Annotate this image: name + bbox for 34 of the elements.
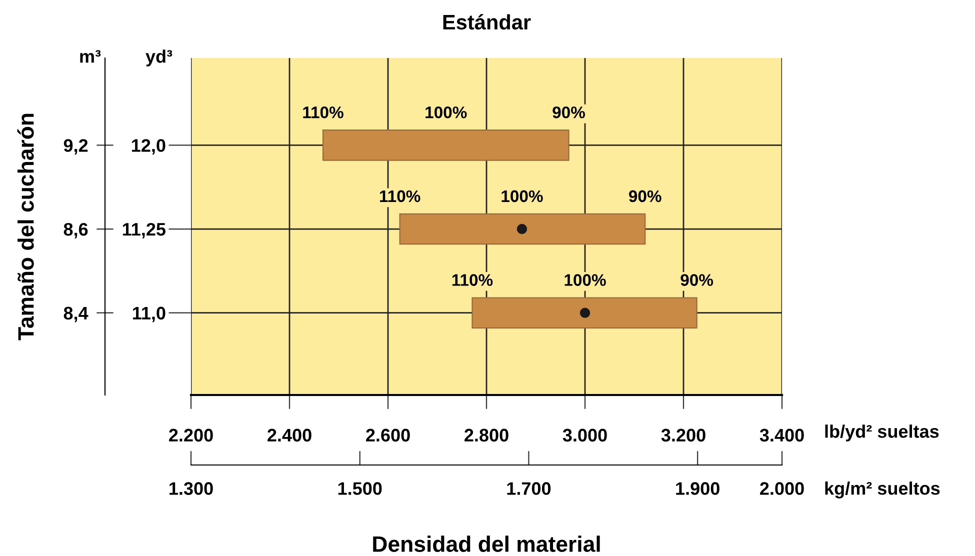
x-tick-label: 3.200 bbox=[661, 428, 706, 442]
chart-title: Estándar bbox=[443, 14, 531, 30]
annotation: 110% bbox=[303, 106, 344, 118]
text: m³ bbox=[80, 50, 101, 63]
x2-axis-title: kg/m² sueltos bbox=[825, 482, 940, 498]
y2-tick-label: 9,2 bbox=[64, 139, 88, 155]
annotation: 110% bbox=[380, 190, 420, 202]
x-tick-label: 2.200 bbox=[169, 428, 213, 442]
y-tick-label: 11,0 bbox=[132, 306, 166, 322]
y2-tick-label: 8,4 bbox=[64, 306, 88, 322]
x-tick-label: 2.600 bbox=[366, 428, 410, 442]
text: lb/yd² sueltas bbox=[825, 424, 939, 442]
x2-tick-label: 1.300 bbox=[170, 482, 213, 495]
annotation: 100% bbox=[426, 106, 467, 118]
x-axis-title: Densidad del material bbox=[373, 536, 600, 552]
x-tick-label: 3.400 bbox=[760, 428, 804, 442]
y-tick-label: 12,0 bbox=[132, 139, 166, 155]
text: yd³ bbox=[146, 50, 172, 66]
y-axis-title: Tamaño del cucharón bbox=[17, 114, 34, 340]
y2-tick-label: 8,6 bbox=[64, 222, 88, 238]
annotation: 100% bbox=[564, 274, 606, 286]
annotation: 110% bbox=[452, 274, 493, 286]
annotation: 100% bbox=[502, 190, 543, 202]
annotation: 90% bbox=[628, 190, 662, 202]
x2-tick-label: 1.500 bbox=[338, 482, 382, 495]
x2-tick-label: 1.900 bbox=[676, 482, 720, 495]
x-tick-label: 3.000 bbox=[562, 428, 607, 442]
y-tick-label: 11,25 bbox=[122, 222, 166, 238]
x2-tick-label: 1.700 bbox=[507, 482, 551, 495]
x-tick-label: 2.400 bbox=[268, 428, 312, 442]
annotation: 90% bbox=[680, 274, 714, 286]
x-tick-label: 2.800 bbox=[464, 428, 508, 442]
annotation: 90% bbox=[552, 106, 585, 118]
x2-tick-label: 2.000 bbox=[760, 482, 804, 495]
